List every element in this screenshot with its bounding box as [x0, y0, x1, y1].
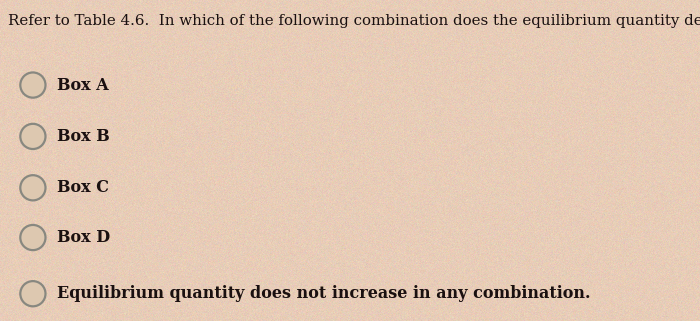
Text: Equilibrium quantity does not increase in any combination.: Equilibrium quantity does not increase i…: [57, 285, 591, 302]
Ellipse shape: [20, 225, 46, 250]
Ellipse shape: [20, 73, 46, 98]
Text: Box C: Box C: [57, 179, 109, 196]
Text: Box A: Box A: [57, 77, 109, 93]
Ellipse shape: [20, 124, 46, 149]
Text: Refer to Table 4.6.  In which of the following combination does the equilibrium : Refer to Table 4.6. In which of the foll…: [8, 14, 700, 29]
Text: Box B: Box B: [57, 128, 110, 145]
Ellipse shape: [20, 175, 46, 200]
Text: Box D: Box D: [57, 229, 111, 246]
Ellipse shape: [20, 281, 46, 306]
